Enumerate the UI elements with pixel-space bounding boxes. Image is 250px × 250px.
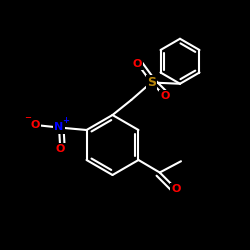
Text: O: O (56, 144, 65, 154)
Text: O: O (133, 59, 142, 69)
Text: S: S (147, 76, 156, 89)
Text: N: N (54, 122, 64, 132)
Text: −: − (24, 114, 31, 122)
Text: O: O (30, 120, 40, 130)
Text: O: O (171, 184, 181, 194)
Text: O: O (160, 91, 170, 101)
Text: +: + (62, 116, 70, 125)
